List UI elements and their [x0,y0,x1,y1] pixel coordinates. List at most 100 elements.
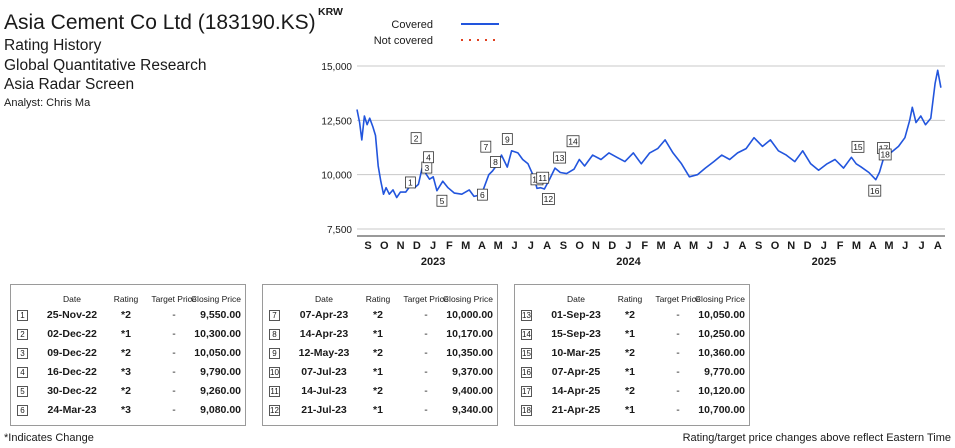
table-row: 13 01-Sep-23 *2-10,050.00 [515,307,749,325]
header-rating: Rating [111,294,141,304]
table-row: 3 09-Dec-22 *2-10,050.00 [11,345,245,363]
cell-rating: *2 [615,385,645,398]
rating-marker-label: 6 [480,190,485,200]
x-tick-label: D [804,240,812,252]
x-year-label: 2024 [616,256,641,268]
x-tick-label: J [821,240,827,252]
cell-date: 16-Dec-22 [35,366,109,379]
cell-close: 9,790.00 [185,366,241,379]
header-date: Date [35,294,109,304]
x-tick-label: N [787,240,795,252]
rating-marker-label: 13 [555,153,565,163]
row-number-box: 12 [269,405,280,416]
rating-marker-label: 3 [424,163,429,173]
table-row: 7 07-Apr-23 *2 - 10,000.00 [263,307,497,325]
row-number-box: 6 [17,405,28,416]
header-close: Closing Price [689,294,745,304]
rating-marker-label: 2 [414,133,419,143]
cell-date: 24-Mar-23 [35,404,109,417]
table-row: 2 02-Dec-22 *1 - 10,300.00 [11,326,245,344]
legend-label-covered: Covered [391,19,433,31]
table-row: 6 24-Mar-23 *3 - 9,080.00 [11,402,245,420]
header-close: Closing Price [185,294,241,304]
table-row: 9 12-May-23 *2 - 10,350.00 [263,345,497,363]
header-date: Date [287,294,361,304]
rating-marker-label: 9 [505,134,510,144]
row-number-box: 7 [269,310,280,321]
cell-rating: *2 [111,309,141,322]
rating-marker-label: 15 [853,142,863,152]
cell-date: 02-Dec-22 [35,328,109,341]
table-row: 14 15-Sep-23 *1-10,250.00 [515,326,749,344]
cell-date: 14-Jul-23 [287,385,361,398]
row-number-box: 1 [17,310,28,321]
row-number-box: 15 [521,348,532,359]
x-tick-label: S [364,240,371,252]
cell-date: 30-Dec-22 [35,385,109,398]
cell-date: 01-Sep-23 [539,309,613,322]
cell-rating: *2 [615,347,645,360]
rating-marker-label: 18 [880,150,890,160]
x-tick-label: N [397,240,405,252]
x-tick-label: A [673,240,681,252]
cell-date: 15-Sep-23 [539,328,613,341]
row-number-box: 18 [521,405,532,416]
price-chart: KRW7,50010,00012,50015,000S O N D J F M A M J J A S O… [0,0,955,280]
x-tick-label: M [884,240,893,252]
y-tick-label: 12,500 [321,116,352,127]
x-year-label: 2025 [812,256,836,268]
x-tick-label: M [852,240,861,252]
x-tick-label: A [738,240,746,252]
cell-rating: *1 [615,404,645,417]
cell-rating: *2 [111,347,141,360]
table-row: 17 14-Apr-25 *2 - 10,120.00 [515,383,749,401]
cell-close: 10,050.00 [689,309,745,322]
table-row: 10 07-Jul-23 *1 - 9,370.00 [263,364,497,382]
rating-marker-label: 4 [426,152,431,162]
table-row: 1 25-Nov-22 *2-9,550.00 [11,307,245,325]
table-row: 18 21-Apr-25 *1 - 10,700.00 [515,402,749,420]
cell-date: 07-Apr-25 [539,366,613,379]
cell-close: 9,370.00 [437,366,493,379]
row-number-box: 2 [17,329,28,340]
cell-rating: *2 [615,309,645,322]
cell-rating: *2 [363,347,393,360]
row-number-box: 16 [521,367,532,378]
cell-date: 14-Apr-23 [287,328,361,341]
cell-close: 9,400.00 [437,385,493,398]
row-number-box: 10 [269,367,280,378]
x-tick-label: O [575,240,584,252]
table-row: 4 16-Dec-22 *3-9,790.00 [11,364,245,382]
cell-rating: *3 [111,366,141,379]
cell-date: 12-May-23 [287,347,361,360]
cell-date: 25-Nov-22 [35,309,109,322]
x-tick-label: J [528,240,534,252]
y-tick-label: 7,500 [327,225,352,236]
rating-table-3: Date Rating Target Price Closing Price 13 01-… [514,284,750,426]
x-tick-label: F [446,240,453,252]
cell-close: 10,700.00 [689,404,745,417]
cell-close: 9,340.00 [437,404,493,417]
table-row: 11 14-Jul-23 *2-9,400.00 [263,383,497,401]
x-tick-label: O [380,240,389,252]
cell-close: 10,050.00 [185,347,241,360]
header-rating: Rating [615,294,645,304]
cell-rating: *1 [615,366,645,379]
x-tick-label: M [656,240,665,252]
table-row: 15 10-Mar-25 *2-10,360.00 [515,345,749,363]
cell-date: 21-Jul-23 [287,404,361,417]
x-tick-label: D [608,240,616,252]
cell-close: 9,770.00 [689,366,745,379]
cell-close: 10,120.00 [689,385,745,398]
cell-date: 07-Apr-23 [287,309,361,322]
x-tick-label: F [641,240,648,252]
cell-close: 10,350.00 [437,347,493,360]
cell-rating: *1 [111,328,141,341]
x-tick-label: J [902,240,908,252]
rating-marker-label: 14 [568,136,578,146]
x-tick-label: S [560,240,567,252]
rating-table-1: Date Rating Target Price Closing Price 1 25-N… [10,284,246,426]
row-number-box: 3 [17,348,28,359]
x-tick-label: A [478,240,486,252]
cell-close: 9,260.00 [185,385,241,398]
